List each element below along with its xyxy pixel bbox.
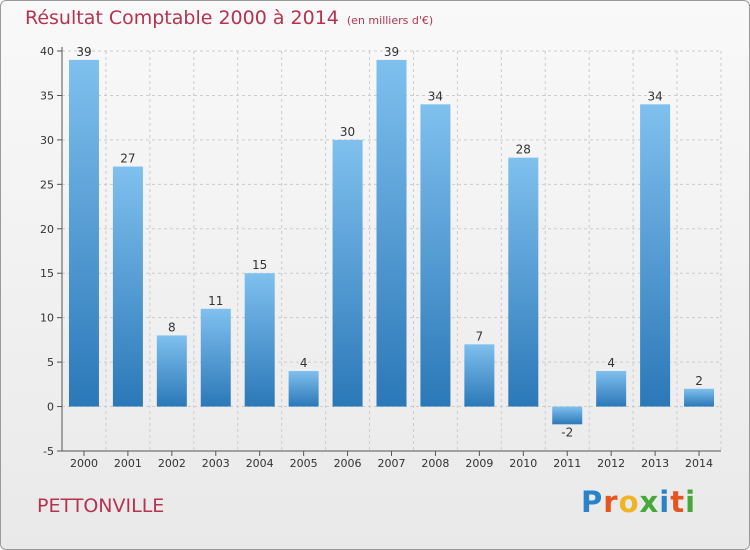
bar xyxy=(684,388,715,407)
x-tick-label: 2006 xyxy=(334,457,362,470)
bar-value-label: 39 xyxy=(384,45,399,59)
proxiti-logo: Proxiti xyxy=(581,485,696,519)
bar xyxy=(640,104,671,407)
y-tick-label: 30 xyxy=(40,134,54,147)
bar-value-label: 34 xyxy=(428,89,443,103)
logo-letter: t xyxy=(670,485,686,519)
x-tick-label: 2007 xyxy=(378,457,406,470)
bar xyxy=(508,157,539,407)
chart-title: Résultat Comptable 2000 à 2014 (en millie… xyxy=(25,7,433,29)
logo-letter: o xyxy=(618,485,640,519)
bar xyxy=(244,273,275,407)
x-tick-label: 2003 xyxy=(202,457,230,470)
logo-letter: x xyxy=(639,485,660,519)
y-tick-label: 10 xyxy=(40,312,54,325)
bar-value-label: 4 xyxy=(300,356,308,370)
logo-letter: i xyxy=(685,485,697,519)
bar-value-label: 7 xyxy=(476,329,484,343)
bar xyxy=(332,139,363,407)
x-tick-label: 2004 xyxy=(246,457,274,470)
logo-letter: P xyxy=(581,485,604,519)
commune-name: PETTONVILLE xyxy=(37,495,165,517)
x-tick-label: 2008 xyxy=(421,457,449,470)
bar xyxy=(200,308,231,407)
y-tick-label: 35 xyxy=(40,89,54,102)
bar xyxy=(552,406,583,425)
bar-value-label: 34 xyxy=(647,89,662,103)
grid-lines xyxy=(61,50,722,452)
bar xyxy=(288,371,319,407)
bar xyxy=(464,344,495,407)
chart-title-main: Résultat Comptable 2000 à 2014 xyxy=(25,7,339,29)
bar-value-label: -2 xyxy=(561,425,573,439)
x-tick-label: 2010 xyxy=(509,457,537,470)
axes: -5 0 5 10 15 20 25 30 35 40 2000 2001 2002 2003 2004 20… xyxy=(40,45,721,470)
x-tick-label: 2013 xyxy=(641,457,669,470)
x-tick-label: 2001 xyxy=(114,457,142,470)
bar xyxy=(420,104,451,407)
bar-value-label: 8 xyxy=(168,320,176,334)
bar-value-label: 39 xyxy=(76,45,91,59)
data-labels: 39 27 8 11 15 4 30 39 34 7 28 -2 4 34 2 xyxy=(76,45,703,439)
x-tick-label: 2002 xyxy=(158,457,186,470)
bar xyxy=(112,166,143,407)
bars xyxy=(68,59,715,425)
y-tick-label: 5 xyxy=(47,356,54,369)
bar-value-label: 30 xyxy=(340,125,355,139)
bar-value-label: 2 xyxy=(695,374,703,388)
bar-value-label: 27 xyxy=(120,152,135,166)
bar-value-label: 11 xyxy=(208,294,223,308)
y-tick-label: 25 xyxy=(40,178,54,191)
x-tick-label: 2011 xyxy=(553,457,581,470)
bar xyxy=(376,59,407,407)
x-tick-label: 2014 xyxy=(685,457,713,470)
bar-value-label: 28 xyxy=(516,143,531,157)
x-tick-label: 2000 xyxy=(70,457,98,470)
x-tick-label: 2012 xyxy=(597,457,625,470)
logo-letter: r xyxy=(603,485,619,519)
x-tick-label: 2009 xyxy=(465,457,493,470)
y-tick-label: 15 xyxy=(40,267,54,280)
bar-value-label: 4 xyxy=(607,356,615,370)
y-tick-label: 40 xyxy=(40,45,54,58)
chart-subtitle: (en milliers d'€) xyxy=(346,14,434,27)
x-tick-label: 2005 xyxy=(290,457,318,470)
bar-value-label: 15 xyxy=(252,258,267,272)
bar xyxy=(596,371,627,407)
logo-letter: i xyxy=(659,485,671,519)
y-tick-label: -5 xyxy=(43,445,54,458)
y-tick-label: 0 xyxy=(47,401,54,414)
bar xyxy=(156,335,187,407)
y-tick-label: 20 xyxy=(40,223,54,236)
bar xyxy=(68,59,99,407)
